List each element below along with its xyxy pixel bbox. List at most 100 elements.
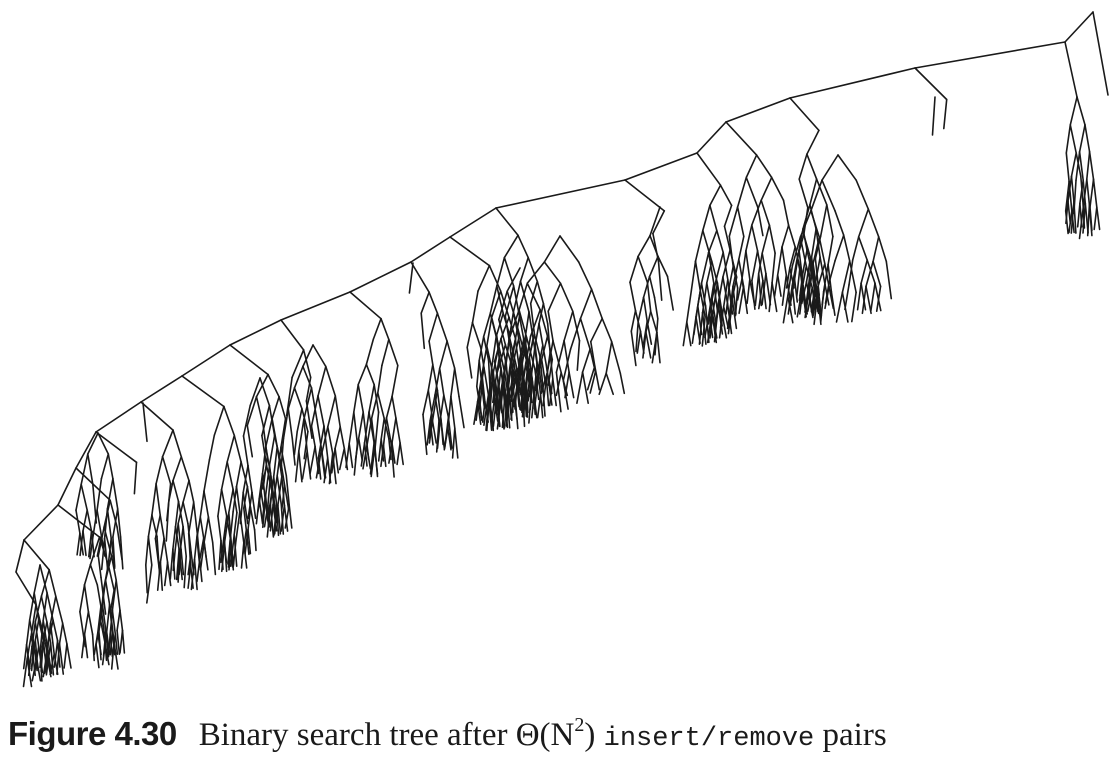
tree-edge: [280, 484, 286, 512]
tree-edge: [536, 280, 545, 305]
tree-edge: [145, 535, 150, 566]
tree-edge: [782, 295, 789, 324]
tree-edge: [198, 558, 203, 583]
tree-edge: [1089, 178, 1095, 208]
tree-edge: [751, 250, 759, 282]
tree-edge: [439, 394, 445, 419]
tree-edge: [391, 364, 399, 398]
tree-edge: [352, 411, 359, 445]
tree-edge: [555, 371, 562, 413]
tree-edge: [438, 340, 448, 370]
tree-edge: [728, 265, 735, 290]
caption-code-insert: insert: [603, 724, 701, 754]
tree-edge: [1067, 200, 1072, 225]
tree-edge: [590, 288, 604, 320]
tree-edge: [824, 281, 831, 305]
tree-edge: [694, 229, 704, 263]
tree-edge: [116, 629, 121, 656]
tree-edge: [34, 595, 43, 623]
tree-edge: [791, 236, 802, 267]
tree-edge: [543, 261, 562, 285]
tree-edge: [30, 639, 37, 668]
tree-edge: [770, 176, 785, 202]
tree-edge: [837, 154, 858, 181]
tree-edge: [914, 41, 1066, 69]
tree-edge: [161, 429, 174, 458]
tree-edge: [605, 372, 615, 396]
tree-edge: [287, 387, 296, 410]
tree-edge: [504, 360, 511, 394]
tree-edge: [696, 121, 727, 154]
tree-edge: [146, 564, 153, 604]
tree-edge: [817, 285, 823, 317]
tree-edge: [428, 291, 439, 315]
tree-edge: [577, 261, 593, 291]
tree-edge: [870, 282, 876, 312]
tree-edge: [26, 657, 33, 688]
tree-edge: [545, 377, 550, 407]
tree-edge: [547, 282, 562, 313]
tree-edge: [750, 224, 759, 252]
tree-edge: [860, 259, 869, 285]
tree-edge: [374, 411, 380, 451]
tree-edge: [42, 592, 48, 622]
caption-code-remove: remove: [717, 724, 815, 754]
tree-edge: [514, 318, 525, 351]
tree-edge: [283, 484, 290, 512]
tree-edge: [1070, 152, 1077, 178]
tree-edge: [103, 537, 109, 571]
tree-edge: [795, 266, 801, 299]
tree-edge: [629, 255, 639, 284]
caption-code: insert/remove: [604, 724, 815, 754]
tree-edge: [385, 395, 393, 419]
tree-edge: [229, 535, 234, 568]
tree-edge: [323, 425, 329, 459]
tree-edge: [354, 437, 360, 461]
tree-edge: [302, 387, 313, 421]
tree-edge: [317, 365, 327, 397]
tree-edge: [714, 302, 720, 335]
tree-edge: [1078, 151, 1084, 182]
tree-edge: [324, 365, 337, 397]
tree-edge: [822, 263, 829, 293]
tree-edge: [183, 555, 187, 589]
tree-edge: [466, 346, 473, 379]
tree-edge: [83, 610, 90, 636]
tree-edge: [648, 275, 656, 299]
tree-edge: [261, 472, 266, 500]
tree-edge: [145, 564, 148, 594]
tree-edge: [527, 377, 533, 402]
tree-edge: [559, 235, 580, 263]
tree-edge: [190, 558, 196, 591]
tree-edge: [495, 207, 519, 237]
tree-edge: [196, 532, 201, 561]
tree-edge: [866, 259, 876, 285]
tree-edge: [1069, 96, 1078, 126]
tree-edge: [637, 255, 649, 284]
tree-edge: [380, 444, 385, 468]
tree-edge: [96, 534, 103, 557]
tree-edge: [466, 321, 474, 349]
tree-edge: [1092, 11, 1109, 96]
tree-edge: [104, 643, 110, 666]
tree-edge: [538, 344, 544, 367]
tree-edge: [503, 234, 519, 259]
tree-edge: [103, 508, 109, 540]
tree-edge: [722, 305, 729, 329]
tree-edge: [506, 360, 512, 391]
tree-edge: [736, 176, 748, 208]
tree-edge: [539, 309, 549, 338]
tree-edge: [761, 224, 771, 254]
tree-edge: [33, 564, 41, 594]
tree-edge: [52, 619, 59, 642]
tree-edge: [233, 434, 242, 463]
tree-edge: [518, 282, 529, 311]
tree-edge: [46, 592, 54, 622]
tree-edge: [301, 450, 309, 480]
tree-edge: [524, 394, 528, 418]
tree-edge: [776, 246, 783, 276]
tree-edge: [821, 154, 839, 181]
tree-edge: [786, 295, 794, 324]
tree-edge: [562, 348, 572, 382]
tree-edge: [785, 266, 791, 289]
